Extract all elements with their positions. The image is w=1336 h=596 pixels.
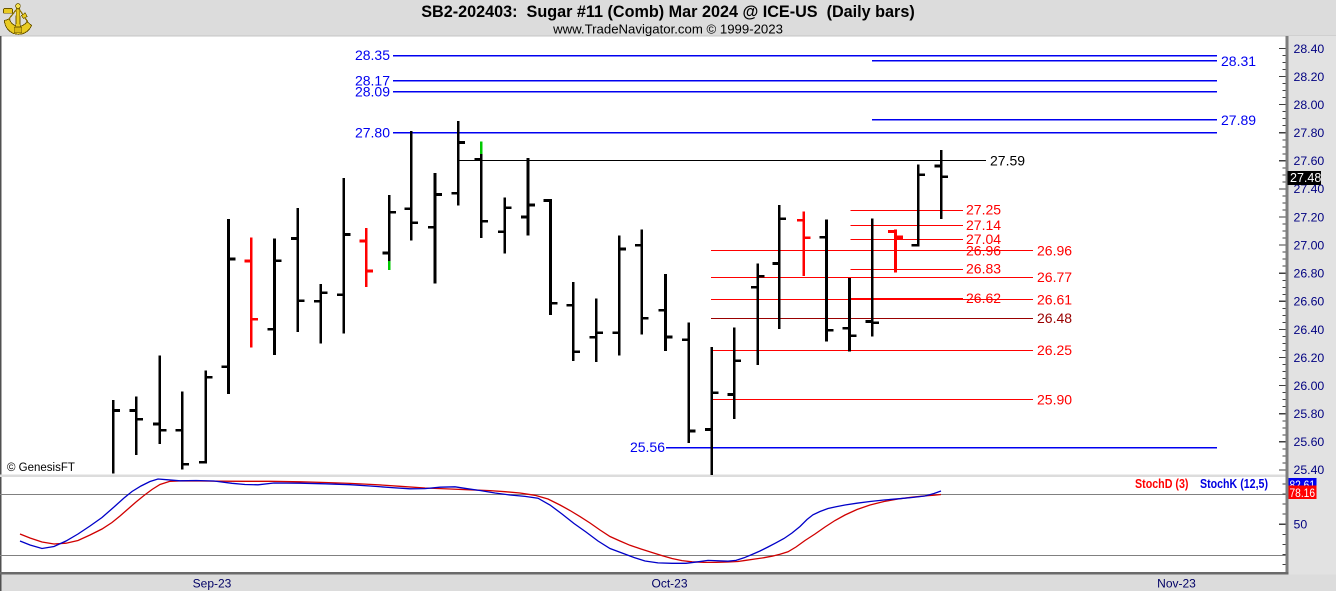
- svg-text:26.96: 26.96: [1037, 243, 1072, 259]
- svg-text:27.59: 27.59: [990, 153, 1025, 169]
- svg-text:26.77: 26.77: [1037, 269, 1072, 285]
- svg-text:26.48: 26.48: [1037, 310, 1072, 326]
- svg-text:50: 50: [1294, 518, 1308, 532]
- svg-text:25.56: 25.56: [630, 439, 665, 455]
- svg-text:27.80: 27.80: [355, 124, 390, 140]
- svg-text:28.31: 28.31: [1221, 53, 1256, 69]
- svg-text:26.60: 26.60: [1294, 295, 1325, 309]
- svg-text:26.62: 26.62: [966, 290, 1001, 306]
- svg-text:28.09: 28.09: [355, 84, 390, 100]
- svg-text:27.89: 27.89: [1221, 112, 1256, 128]
- svg-text:www.TradeNavigator.com © 1999-: www.TradeNavigator.com © 1999-2023: [552, 22, 783, 37]
- svg-text:StochD (3): StochD (3): [1135, 476, 1189, 491]
- svg-text:25.90: 25.90: [1037, 391, 1072, 407]
- svg-text:27.20: 27.20: [1294, 210, 1325, 224]
- svg-text:StochK (12,5): StochK (12,5): [1200, 476, 1268, 491]
- svg-text:28.00: 28.00: [1294, 98, 1325, 112]
- svg-text:27.25: 27.25: [966, 202, 1001, 218]
- svg-text:26.80: 26.80: [1294, 267, 1325, 281]
- svg-text:SB2-202403: Sugar #11 (Comb): SB2-202403: Sugar #11 (Comb) Mar 2024 @ …: [421, 3, 915, 21]
- svg-text:26.00: 26.00: [1294, 379, 1325, 393]
- svg-text:26.83: 26.83: [966, 261, 1001, 277]
- svg-text:Sep-23: Sep-23: [193, 577, 232, 591]
- svg-text:Nov-23: Nov-23: [1157, 577, 1196, 591]
- svg-text:26.20: 26.20: [1294, 351, 1325, 365]
- svg-text:27.60: 27.60: [1294, 154, 1325, 168]
- svg-text:25.60: 25.60: [1294, 435, 1325, 449]
- svg-text:28.40: 28.40: [1294, 42, 1325, 56]
- svg-text:27.48: 27.48: [1290, 171, 1321, 185]
- svg-text:© GenesisFT: © GenesisFT: [7, 462, 75, 474]
- svg-text:28.35: 28.35: [355, 47, 390, 63]
- svg-text:25.40: 25.40: [1294, 463, 1325, 477]
- svg-text:Oct-23: Oct-23: [651, 577, 687, 591]
- svg-text:26.25: 26.25: [1037, 342, 1072, 358]
- svg-text:28.20: 28.20: [1294, 70, 1325, 84]
- svg-text:26.61: 26.61: [1037, 292, 1072, 308]
- svg-text:26.40: 26.40: [1294, 323, 1325, 337]
- svg-text:27.80: 27.80: [1294, 126, 1325, 140]
- svg-text:27.00: 27.00: [1294, 238, 1325, 252]
- svg-text:25.80: 25.80: [1294, 407, 1325, 421]
- svg-text:78.16: 78.16: [1290, 486, 1316, 500]
